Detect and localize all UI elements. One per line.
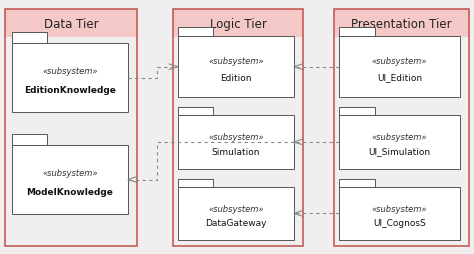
Text: «subsystem»: «subsystem» — [372, 204, 427, 213]
Text: «subsystem»: «subsystem» — [42, 168, 98, 177]
Bar — [178, 28, 212, 37]
Bar — [339, 28, 375, 37]
Text: «subsystem»: «subsystem» — [208, 204, 264, 213]
Bar — [339, 187, 460, 240]
Bar — [178, 37, 294, 98]
Bar — [5, 10, 137, 246]
Bar — [12, 33, 47, 43]
Text: Presentation Tier: Presentation Tier — [351, 18, 452, 30]
Bar — [5, 10, 137, 38]
Bar — [12, 135, 47, 145]
Text: UI_CognosS: UI_CognosS — [373, 218, 426, 227]
Bar — [173, 10, 303, 246]
Bar — [339, 108, 375, 116]
Text: «subsystem»: «subsystem» — [372, 57, 427, 66]
Bar — [178, 187, 294, 240]
Bar — [339, 116, 460, 169]
Text: «subsystem»: «subsystem» — [208, 133, 264, 141]
Bar — [12, 43, 128, 113]
Text: ModelKnowledge: ModelKnowledge — [27, 187, 113, 196]
Text: Data Tier: Data Tier — [44, 18, 99, 30]
Bar — [339, 179, 375, 187]
Bar — [334, 10, 469, 246]
Text: DataGateway: DataGateway — [205, 218, 266, 227]
Bar — [178, 116, 294, 169]
Bar — [12, 145, 128, 215]
Bar — [173, 10, 303, 38]
Text: «subsystem»: «subsystem» — [42, 67, 98, 76]
Bar — [334, 10, 469, 38]
Bar — [178, 108, 212, 116]
Text: «subsystem»: «subsystem» — [372, 133, 427, 141]
Text: UI_Edition: UI_Edition — [377, 73, 422, 82]
Text: EditionKnowledge: EditionKnowledge — [24, 86, 116, 94]
Text: Simulation: Simulation — [211, 147, 260, 156]
Bar — [339, 37, 460, 98]
Bar — [178, 179, 212, 187]
Text: Edition: Edition — [220, 73, 252, 82]
Text: UI_Simulation: UI_Simulation — [368, 147, 430, 156]
Text: Logic Tier: Logic Tier — [210, 18, 266, 30]
Text: «subsystem»: «subsystem» — [208, 57, 264, 66]
